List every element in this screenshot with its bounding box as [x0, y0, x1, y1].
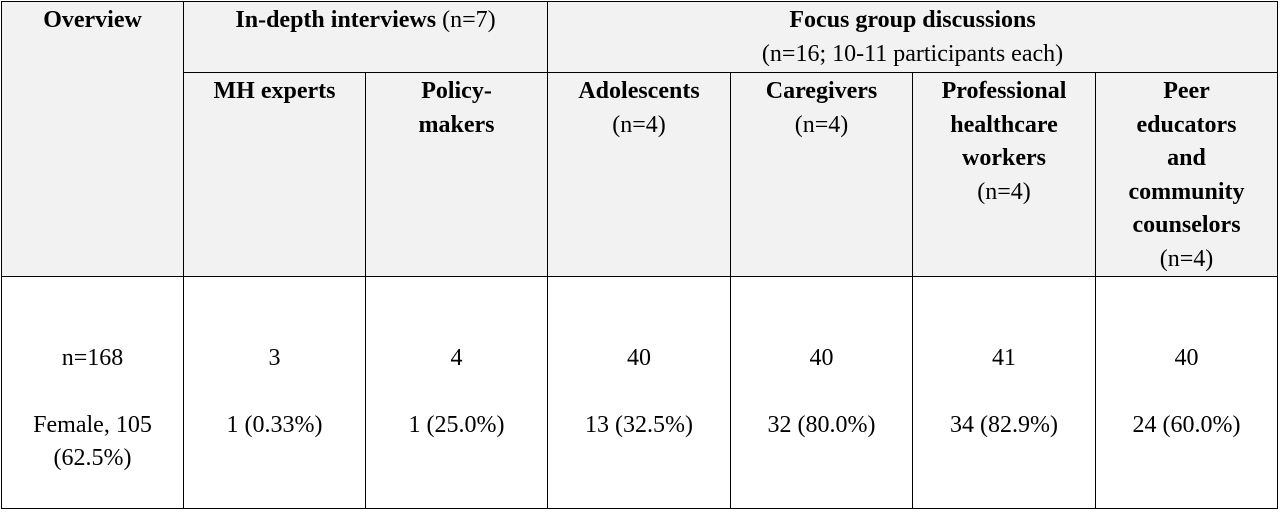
- group-header-adolescents: Adolescents (n=4): [547, 72, 732, 277]
- group-label-line: Caregivers: [765, 78, 878, 104]
- value-n: 4: [450, 345, 463, 371]
- overview-female-line2: (62.5%): [53, 445, 132, 471]
- idi-count: (n=7): [442, 7, 496, 33]
- group-label-line: healthcare: [950, 111, 1058, 138]
- group-count: (n=4): [1159, 245, 1214, 272]
- group-count: (n=4): [794, 111, 849, 138]
- data-row: n=168 Female, 105 (62.5%) 3 1 (0.33%) 4 …: [1, 276, 1279, 509]
- value-female: 32 (80.0%): [767, 411, 876, 438]
- value-n: 40: [1174, 345, 1199, 371]
- overview-cell: n=168 Female, 105 (62.5%): [1, 276, 184, 509]
- value-n: 41: [992, 345, 1017, 371]
- fgd-count: (n=16; 10-11 participants each): [761, 40, 1064, 67]
- value-female: 34 (82.9%): [950, 411, 1058, 438]
- group-label-line: educators: [1136, 111, 1237, 138]
- value-female: 1 (25.0%): [408, 411, 505, 438]
- group-count: (n=4): [977, 178, 1031, 205]
- group-label-line: community: [1128, 178, 1245, 205]
- group-header-policymakers: Policy- makers: [364, 72, 549, 277]
- overview-n: n=168: [61, 345, 124, 371]
- fgd-title: Focus group discussions: [789, 7, 1036, 33]
- value-cell-peer-educators: 40 24 (60.0%): [1095, 276, 1279, 509]
- group-label-line: makers: [418, 111, 495, 138]
- group-header-caregivers: Caregivers (n=4): [730, 72, 914, 277]
- value-female: 24 (60.0%): [1132, 411, 1241, 438]
- overview-label: Overview: [43, 7, 142, 33]
- group-count: (n=4): [612, 111, 666, 138]
- value-cell-adolescents: 40 13 (32.5%): [547, 276, 732, 509]
- value-female: 13 (32.5%): [585, 411, 693, 438]
- group-label-line: counselors: [1132, 212, 1241, 238]
- header-row-top: Overview In-depth interviews (n=7) Focus…: [1, 1, 1279, 277]
- group-label-line: workers: [962, 145, 1046, 171]
- idi-header: In-depth interviews (n=7): [182, 1, 549, 73]
- fgd-header: Focus group discussions (n=16; 10-11 par…: [547, 1, 1279, 73]
- value-n: 3: [268, 345, 281, 371]
- overview-header: Overview: [1, 1, 184, 277]
- value-cell-healthcare-workers: 41 34 (82.9%): [912, 276, 1097, 509]
- group-header-peer-educators: Peer educators and community counselors …: [1095, 72, 1279, 277]
- header-row-groups: MH experts Policy- makers Adolescents (n…: [2, 72, 1279, 277]
- value-n: 40: [809, 345, 834, 371]
- idi-title: In-depth interviews: [235, 7, 437, 33]
- group-label-line: Policy-: [421, 78, 492, 104]
- group-label-line: MH experts: [213, 78, 336, 104]
- group-header-healthcare-workers: Professional healthcare workers (n=4): [912, 72, 1097, 277]
- value-female: 1 (0.33%): [226, 411, 323, 438]
- value-cell-mh-experts: 3 1 (0.33%): [183, 276, 366, 509]
- group-header-mh-experts: MH experts: [183, 72, 366, 277]
- overview-female-line1: Female, 105: [33, 411, 152, 438]
- value-cell-policymakers: 4 1 (25.0%): [364, 276, 549, 509]
- value-cell-caregivers: 40 32 (80.0%): [730, 276, 914, 509]
- group-label-line: and: [1167, 145, 1206, 171]
- group-label-line: Adolescents: [578, 78, 700, 104]
- value-n: 40: [627, 345, 652, 371]
- group-label-line: Peer: [1163, 78, 1210, 104]
- group-label-line: Professional: [941, 78, 1067, 104]
